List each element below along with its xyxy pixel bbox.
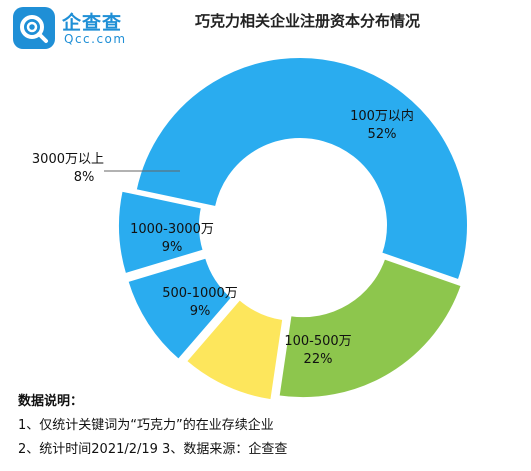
slice-4	[126, 256, 234, 362]
slice-percent-2: 22%	[304, 352, 333, 367]
data-notes: 数据说明： 1、仅统计关键词为“巧克力”的在业存续企业 2、统计时间2021/2…	[18, 390, 287, 462]
slice-label-1: 100万以内	[350, 108, 414, 124]
notes-heading: 数据说明：	[18, 394, 84, 409]
slice-percent-1: 52%	[368, 127, 397, 142]
slice-percent-3: 9%	[190, 304, 211, 319]
slice-label-5: 3000万以上	[32, 152, 104, 167]
slice-1	[134, 56, 469, 282]
slice-label-3: 500-1000万	[162, 286, 238, 301]
notes-line-1: 1、仅统计关键词为“巧克力”的在业存续企业	[18, 418, 274, 433]
qcc-logo-icon	[13, 7, 55, 49]
qcc-logo: 企查查 Qcc.com	[12, 6, 162, 52]
slice-percent-5: 8%	[74, 170, 95, 185]
slice-2	[277, 257, 464, 400]
logo-domain: Qcc.com	[64, 32, 127, 46]
slice-percent-4: 9%	[162, 240, 183, 255]
logo-text: 企查查	[62, 12, 123, 34]
slice-3	[184, 297, 285, 402]
chart-title: 巧克力相关企业注册资本分布情况	[195, 12, 421, 30]
slice-label-2: 100-500万	[284, 334, 351, 349]
slice-5	[117, 189, 205, 276]
notes-line-2: 2、统计时间2021/2/19 3、数据来源：企查查	[18, 442, 288, 457]
slice-label-4: 1000-3000万	[130, 222, 214, 237]
